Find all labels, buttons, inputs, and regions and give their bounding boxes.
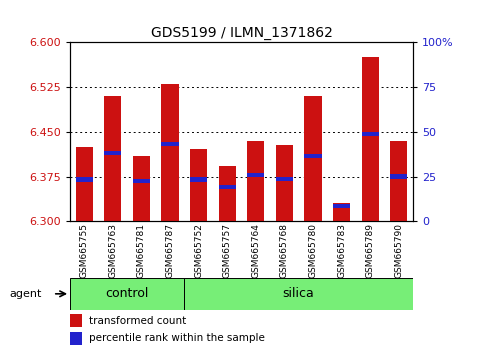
- Text: percentile rank within the sample: percentile rank within the sample: [89, 333, 265, 343]
- Bar: [247, 141, 264, 221]
- Bar: [333, 204, 350, 209]
- Bar: [76, 177, 93, 182]
- Bar: [304, 96, 322, 221]
- Text: agent: agent: [9, 289, 42, 299]
- Text: GSM665781: GSM665781: [137, 223, 146, 278]
- Text: GSM665790: GSM665790: [394, 223, 403, 278]
- Bar: [390, 175, 407, 179]
- Bar: [361, 57, 379, 221]
- Text: GSM665789: GSM665789: [366, 223, 375, 278]
- Text: GSM665757: GSM665757: [223, 223, 232, 278]
- Bar: [247, 173, 264, 177]
- Text: GSM665780: GSM665780: [309, 223, 317, 278]
- Text: GSM665755: GSM665755: [80, 223, 89, 278]
- Text: silica: silica: [283, 287, 314, 300]
- Bar: [333, 203, 350, 221]
- Text: GSM665787: GSM665787: [166, 223, 174, 278]
- Bar: [361, 132, 379, 136]
- Bar: [304, 154, 322, 158]
- Bar: [133, 156, 150, 221]
- Bar: [70, 332, 82, 345]
- Bar: [185, 278, 413, 310]
- Bar: [104, 151, 122, 155]
- Bar: [219, 166, 236, 221]
- Text: GSM665763: GSM665763: [108, 223, 117, 278]
- Bar: [219, 184, 236, 189]
- Bar: [190, 177, 207, 182]
- Text: GSM665752: GSM665752: [194, 223, 203, 278]
- Text: control: control: [105, 287, 149, 300]
- Bar: [390, 141, 407, 221]
- Text: GSM665768: GSM665768: [280, 223, 289, 278]
- Text: GSM665764: GSM665764: [251, 223, 260, 278]
- Bar: [161, 142, 179, 146]
- Bar: [276, 177, 293, 181]
- Bar: [276, 145, 293, 221]
- Text: transformed count: transformed count: [89, 316, 186, 326]
- Bar: [76, 147, 93, 221]
- Bar: [133, 179, 150, 183]
- Bar: [104, 96, 122, 221]
- Bar: [70, 314, 82, 327]
- Bar: [70, 278, 185, 310]
- Title: GDS5199 / ILMN_1371862: GDS5199 / ILMN_1371862: [151, 26, 332, 40]
- Bar: [190, 149, 207, 221]
- Bar: [161, 84, 179, 221]
- Text: GSM665783: GSM665783: [337, 223, 346, 278]
